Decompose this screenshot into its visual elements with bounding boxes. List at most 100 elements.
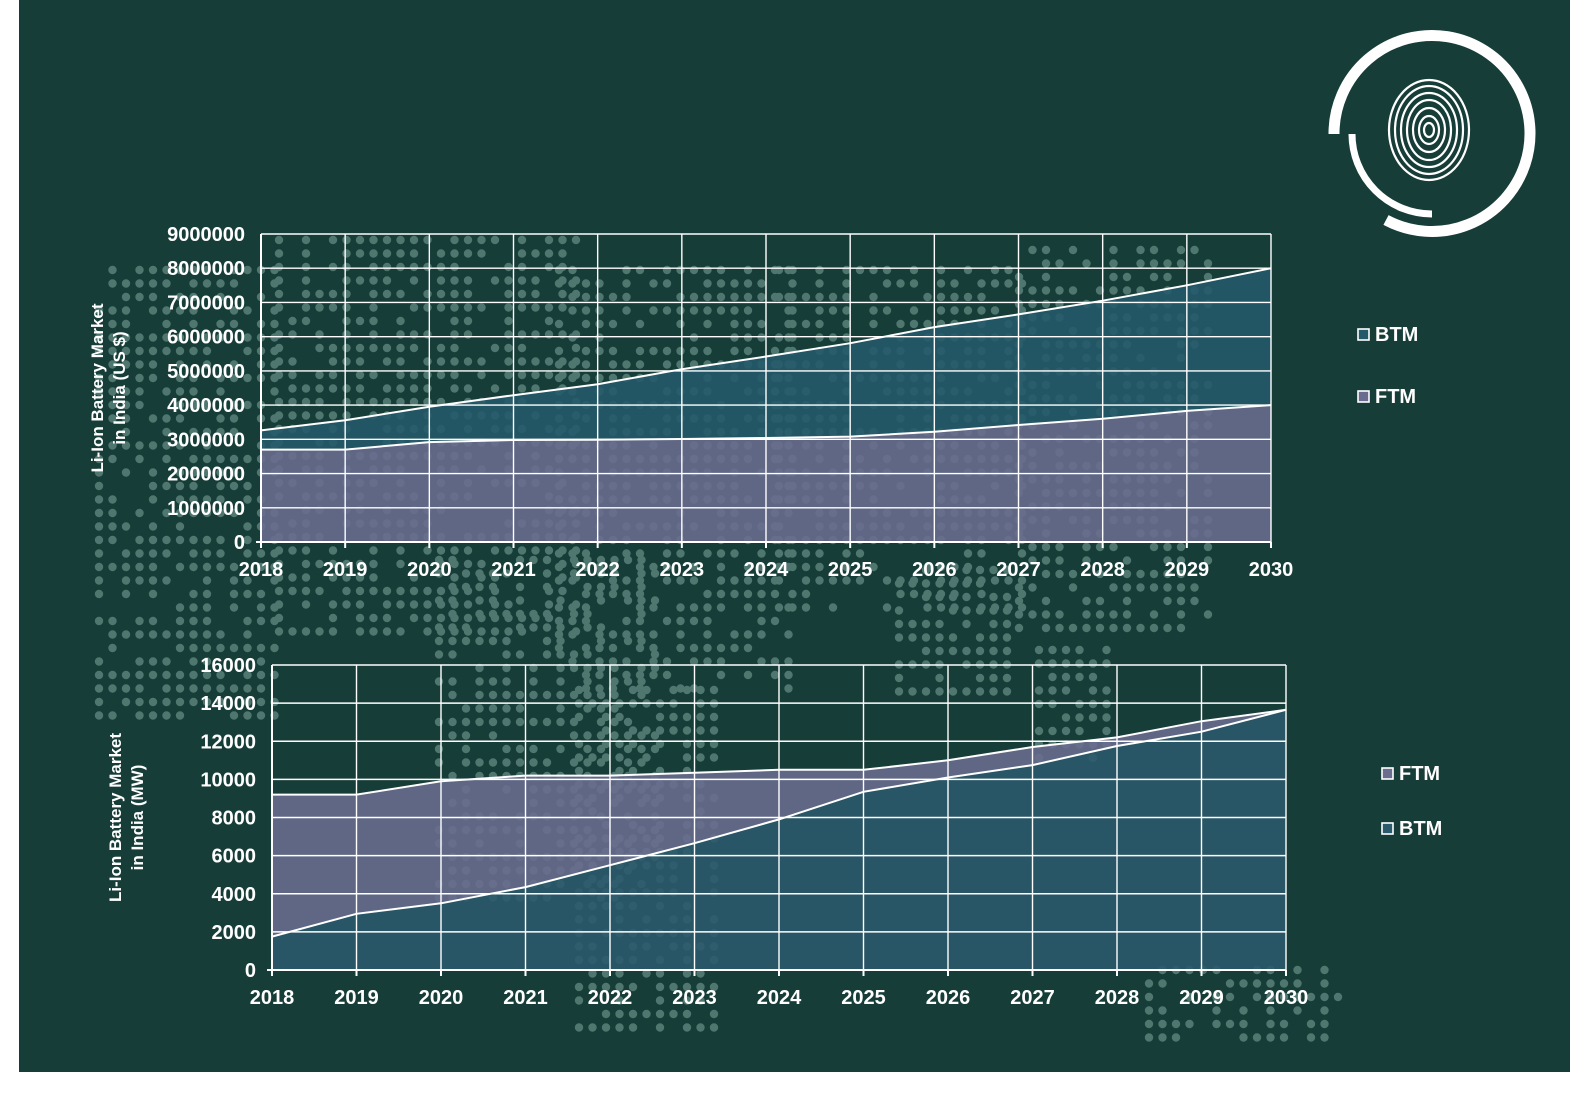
map-dot	[448, 717, 457, 727]
map-dot	[369, 316, 378, 326]
map-dot	[342, 384, 351, 393]
map-dot	[1061, 713, 1071, 722]
map-dot	[542, 690, 552, 700]
map-dot	[1176, 259, 1186, 268]
map-dot	[436, 262, 446, 272]
map-dot	[662, 549, 672, 558]
map-dot	[175, 630, 185, 639]
map-dot	[202, 279, 212, 288]
map-dot	[301, 303, 311, 312]
map-dot	[784, 657, 793, 666]
map-dot	[1176, 596, 1186, 606]
map-dot	[463, 303, 473, 312]
map-dot	[682, 982, 692, 992]
map-dot	[94, 522, 104, 531]
map-dot	[108, 373, 117, 383]
map-dot	[1144, 1006, 1154, 1015]
map-dot	[815, 549, 824, 558]
map-dot	[894, 579, 904, 588]
map-dot	[1176, 583, 1186, 592]
map-dot	[622, 670, 631, 680]
map-dot	[529, 690, 538, 700]
map-dot	[121, 589, 131, 599]
map-dot	[301, 249, 311, 258]
map-dot	[1163, 583, 1172, 592]
map-dot	[135, 630, 144, 639]
map-dot	[1055, 286, 1064, 295]
map-dot	[328, 357, 338, 366]
map-dot	[488, 690, 498, 700]
map-dot	[554, 279, 564, 288]
map-dot	[175, 562, 185, 572]
map-dot	[135, 684, 144, 693]
map-dot	[669, 685, 678, 695]
map-dot	[229, 562, 239, 572]
map-dot	[270, 387, 279, 396]
map-dot	[1048, 672, 1057, 682]
map-dot	[189, 427, 198, 437]
map-dot	[396, 316, 405, 326]
map-dot	[596, 555, 606, 565]
map-dot	[896, 279, 905, 288]
map-dot	[1136, 623, 1145, 633]
map-dot	[1102, 713, 1111, 722]
map-dot	[529, 663, 538, 673]
map-dot	[108, 333, 117, 342]
map-dot	[148, 468, 158, 477]
map-dot	[1149, 583, 1159, 592]
y-axis-title-line: Li-Ion Battery Market	[106, 733, 125, 902]
map-dot	[689, 603, 699, 612]
infographic-panel: 0 1000000 2000000 3000000 4000000 5000000 6000…	[19, 0, 1570, 1072]
map-dot	[935, 592, 944, 602]
map-dot	[529, 717, 538, 727]
map-dot	[583, 744, 592, 754]
map-dot	[1252, 992, 1262, 1002]
map-dot	[189, 468, 198, 477]
map-dot	[216, 630, 225, 639]
map-dot	[94, 616, 104, 626]
map-dot	[135, 360, 144, 369]
map-dot	[369, 235, 378, 245]
map-dot	[1279, 979, 1289, 988]
map-dot	[682, 1023, 692, 1032]
series-line-btm	[271, 708, 1287, 938]
map-dot	[649, 670, 658, 680]
map-dot	[1088, 686, 1098, 695]
map-dot	[423, 627, 432, 636]
map-dot	[581, 360, 591, 369]
map-dot	[463, 249, 473, 258]
map-dot	[488, 758, 498, 767]
series-line-ftm	[261, 404, 1272, 451]
map-dot	[554, 603, 564, 612]
map-dot	[676, 360, 685, 369]
map-dot	[515, 555, 525, 565]
map-dot	[842, 562, 851, 572]
map-dot	[531, 370, 540, 380]
map-dot	[1122, 596, 1132, 606]
map-dot	[243, 616, 252, 626]
map-dot	[709, 982, 719, 992]
map-dot	[301, 586, 311, 596]
x-tick-label: 2019	[323, 559, 368, 581]
x-tick-label: 2024	[757, 987, 802, 1009]
map-dot	[531, 249, 540, 258]
map-dot	[463, 600, 473, 609]
map-dot	[1014, 583, 1024, 592]
map-dot	[757, 333, 766, 342]
map-dot	[515, 582, 525, 592]
map-dot	[595, 670, 604, 680]
map-dot	[801, 576, 811, 585]
map-dot	[615, 982, 624, 992]
map-dot	[243, 495, 252, 504]
map-dot	[502, 717, 511, 727]
map-dot	[689, 657, 699, 666]
map-dot	[162, 441, 171, 450]
map-dot	[556, 636, 565, 646]
map-dot	[757, 562, 766, 572]
map-dot	[355, 370, 365, 380]
map-dot	[189, 481, 198, 491]
map-dot	[1149, 245, 1159, 255]
map-dot	[1203, 556, 1213, 565]
y-axis-title: Li-Ion Battery Market in India (US $)	[88, 303, 129, 472]
map-dot	[774, 292, 784, 302]
